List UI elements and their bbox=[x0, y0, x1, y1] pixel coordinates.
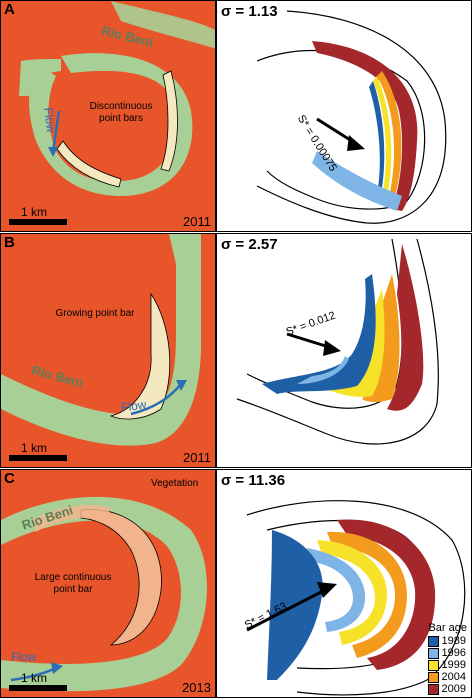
satellite-image-a: A Rio Beni Flow Discontinuous point bars… bbox=[0, 0, 216, 232]
satellite-image-b: B Rio Beni Flow Growing point bar 1 km 2… bbox=[0, 233, 216, 468]
year-label-b: 2011 bbox=[183, 450, 211, 465]
legend-swatch bbox=[428, 659, 440, 671]
sigma-label-c: σ = 11.36 bbox=[221, 472, 286, 489]
channel-map-c bbox=[246, 500, 466, 696]
sigma-label-a: σ = 1.13 bbox=[221, 3, 278, 20]
scale-label-a: 1 km bbox=[21, 205, 48, 219]
year-label-a: 2011 bbox=[183, 214, 211, 229]
bar-age-map-a: σ = 1.13 S* = 0.00075 bbox=[216, 0, 472, 232]
slope-arrow-c bbox=[246, 588, 326, 632]
legend-swatch bbox=[428, 683, 440, 695]
legend-swatch bbox=[428, 635, 440, 647]
legend-swatch bbox=[428, 671, 440, 683]
satellite-scene-b bbox=[1, 234, 201, 446]
scale-label-b: 1 km bbox=[21, 441, 48, 455]
panel-letter-c: C bbox=[4, 470, 15, 487]
legend-item: 1996 bbox=[428, 647, 467, 659]
bar-age-map-c: σ = 11.36 S* = 1.63 Bar age 1989 1996 19… bbox=[216, 469, 472, 698]
legend-item: 2004 bbox=[428, 671, 467, 683]
legend-swatch bbox=[428, 647, 440, 659]
channel-map-b bbox=[236, 238, 439, 445]
channel-map-a bbox=[256, 10, 447, 224]
legend-item: 1999 bbox=[428, 659, 467, 671]
legend-item: 2009 bbox=[428, 683, 467, 695]
sigma-label-b: σ = 2.57 bbox=[221, 236, 278, 253]
legend-label: 1989 bbox=[441, 635, 466, 647]
panel-b: B Rio Beni Flow Growing point bar 1 km 2… bbox=[0, 233, 474, 468]
panel-letter-b: B bbox=[4, 234, 15, 251]
legend-label: 2009 bbox=[441, 683, 466, 695]
scale-bar-a bbox=[9, 219, 67, 225]
legend-label: 1996 bbox=[441, 647, 466, 659]
flow-label-c: Flow bbox=[11, 650, 37, 664]
satellite-image-c: C Rio Beni Flow Large continuous point b… bbox=[0, 469, 216, 698]
flow-arrow-a bbox=[51, 110, 61, 152]
legend-item: 1989 bbox=[428, 635, 467, 647]
flow-arrow-b bbox=[130, 383, 182, 416]
scale-label-c: 1 km bbox=[21, 671, 48, 685]
satellite-scene-c bbox=[1, 496, 208, 692]
vegetation-label-c: Vegetation bbox=[151, 478, 199, 489]
bar-age-legend: Bar age 1989 1996 1999 2004 2009 bbox=[428, 622, 467, 695]
annotation-c: Large continuous point bar bbox=[34, 572, 112, 595]
annotation-b: Growing point bar bbox=[55, 308, 135, 319]
panel-letter-a: A bbox=[4, 1, 15, 18]
panel-a: A Rio Beni Flow Discontinuous point bars… bbox=[0, 0, 474, 232]
annotation-a: Discontinuous point bars bbox=[89, 101, 153, 124]
satellite-scene-a bbox=[19, 1, 215, 197]
flow-arrow-c bbox=[10, 666, 57, 682]
bar-age-map-b: σ = 2.57 S* = 0.012 bbox=[216, 233, 472, 468]
year-label-c: 2013 bbox=[182, 680, 211, 695]
scale-bar-c bbox=[9, 685, 67, 691]
scale-bar-b bbox=[9, 455, 67, 461]
legend-label: 2004 bbox=[441, 671, 466, 683]
legend-title: Bar age bbox=[428, 622, 467, 634]
legend-label: 1999 bbox=[441, 659, 466, 671]
panel-c: C Rio Beni Flow Large continuous point b… bbox=[0, 469, 474, 698]
